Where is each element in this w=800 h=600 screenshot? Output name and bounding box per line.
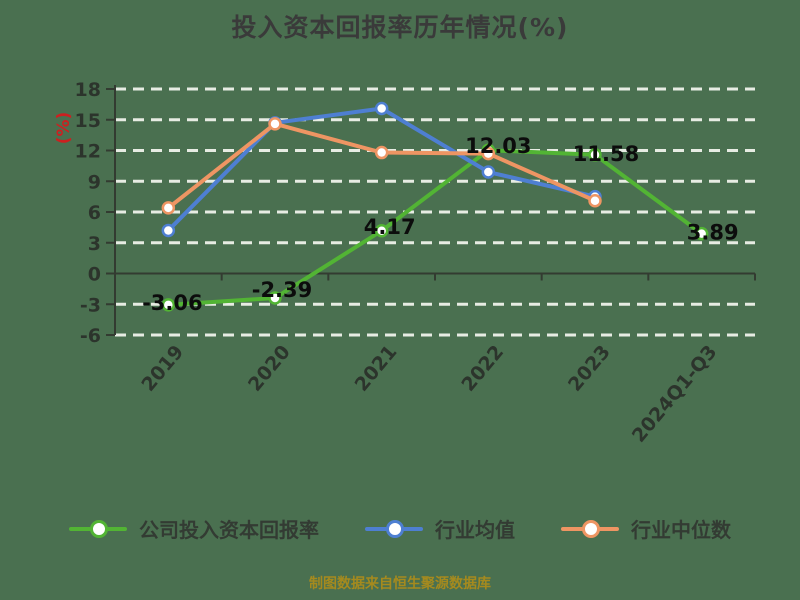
x-tick-label: 2023 — [564, 341, 615, 396]
line-marker-icon — [365, 519, 423, 539]
data-point — [374, 145, 389, 160]
data-source-note: 制图数据来自恒生聚源数据库 — [309, 576, 491, 592]
series-line-0 — [166, 148, 704, 307]
legend: 公司投入资本回报率 行业均值 行业中位数 — [0, 514, 800, 543]
data-point-label: -2.39 — [252, 278, 313, 302]
chart-canvas: 18 15 12 9 6 3 0 -3 -6 2019 2020 2021 2022 2023 2024Q1… — [75, 79, 756, 447]
legend-item-industry-median[interactable]: 行业中位数 — [561, 514, 731, 543]
y-tick-label: 9 — [88, 171, 101, 193]
legend-dot-icon — [582, 519, 600, 538]
y-tick-label: -6 — [80, 325, 101, 347]
data-point — [161, 223, 176, 238]
x-tick-label: 2021 — [351, 341, 402, 396]
legend-label: 行业中位数 — [631, 518, 731, 542]
data-point — [374, 101, 389, 116]
chart-title: 投入资本回报率历年情况(%) — [231, 13, 569, 42]
y-tick-label: 6 — [88, 202, 101, 224]
y-tick-label: 3 — [88, 233, 101, 255]
legend-label: 行业均值 — [435, 518, 515, 542]
y-tick-label: 0 — [88, 264, 101, 286]
y-tick-label: -3 — [80, 294, 101, 316]
x-tick-label: 2019 — [137, 341, 188, 396]
data-point-label: 12.03 — [465, 134, 531, 158]
data-point — [694, 226, 709, 241]
data-point — [161, 298, 176, 312]
data-point — [161, 201, 176, 215]
y-tick-label: 18 — [75, 79, 101, 101]
data-point-label: 3.89 — [687, 221, 739, 245]
legend-label: 公司投入资本回报率 — [139, 518, 319, 542]
legend-dot-icon — [386, 519, 404, 538]
data-point-label: 4.17 — [364, 215, 416, 239]
legend-dot-icon — [90, 519, 108, 538]
y-tick-label: 15 — [75, 110, 101, 132]
legend-item-industry-mean[interactable]: 行业均值 — [365, 514, 515, 543]
data-point — [588, 193, 602, 208]
line-marker-icon — [561, 519, 619, 539]
y-tick-label: 12 — [75, 141, 101, 163]
data-point — [481, 146, 496, 161]
data-point-label: -3.06 — [142, 291, 203, 315]
x-tick-label: 2020 — [244, 341, 295, 396]
x-tick-label: 2024Q1-Q3 — [628, 341, 722, 447]
data-point-label: 11.58 — [573, 142, 639, 166]
line-marker-icon — [69, 519, 127, 539]
data-point — [268, 291, 282, 305]
x-tick-label: 2022 — [457, 341, 508, 396]
data-point — [481, 165, 496, 179]
legend-item-company-roic[interactable]: 公司投入资本回报率 — [69, 514, 319, 543]
data-point — [374, 224, 389, 238]
data-point — [268, 117, 282, 131]
data-point — [588, 148, 602, 162]
